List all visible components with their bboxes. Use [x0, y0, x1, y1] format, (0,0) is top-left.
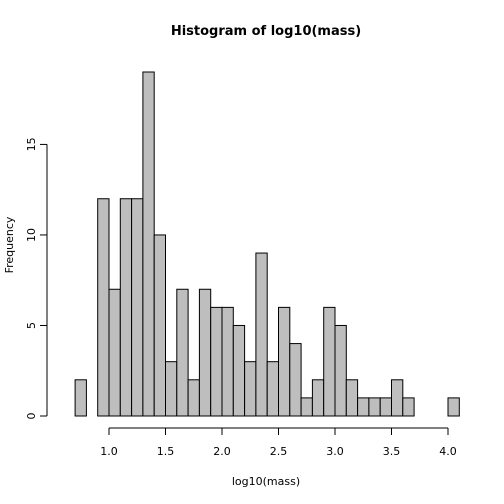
y-tick-label: 15	[25, 137, 38, 151]
histogram-bar	[266, 361, 280, 417]
x-axis-label: log10(mass)	[232, 475, 300, 488]
y-axis: 0 5 10 15	[25, 137, 48, 420]
histogram-bar	[198, 288, 212, 417]
histogram-bar	[165, 361, 178, 417]
y-tick-label: 0	[25, 413, 38, 420]
x-tick-label: 1.0	[100, 445, 118, 458]
histogram-bar	[379, 397, 393, 417]
histogram-bar	[232, 324, 246, 417]
histogram-bar	[97, 198, 110, 417]
histogram-bar	[447, 397, 460, 417]
x-tick-label: 3.0	[326, 445, 344, 458]
histogram-bar	[210, 306, 223, 417]
y-tick-label: 10	[25, 228, 38, 242]
bars-group	[74, 71, 460, 417]
histogram-bar	[119, 198, 133, 417]
histogram-bar	[345, 379, 359, 417]
histogram-bar	[357, 397, 370, 417]
histogram-bar	[153, 234, 166, 417]
histogram-bar	[334, 324, 347, 417]
histogram-bar	[176, 288, 189, 417]
histogram-bar	[289, 343, 302, 417]
histogram-bar	[74, 379, 87, 417]
chart-title: Histogram of log10(mass)	[171, 24, 361, 39]
y-axis-label: Frequency	[3, 216, 16, 273]
histogram-bar	[300, 397, 313, 417]
x-tick-label: 2.5	[270, 445, 288, 458]
histogram-bar	[108, 288, 121, 417]
histogram-bar	[244, 361, 257, 417]
histogram-bar	[142, 71, 155, 417]
histogram-bar	[323, 306, 336, 417]
y-tick-label: 5	[25, 322, 38, 329]
histogram-bar	[187, 379, 200, 417]
histogram-bar	[278, 306, 291, 417]
x-tick-label: 1.5	[157, 445, 175, 458]
histogram-bar	[368, 397, 381, 417]
x-axis: 1.0 1.5 2.0 2.5 3.0 3.5 4.0	[100, 427, 457, 458]
x-tick-label: 4.0	[439, 445, 457, 458]
histogram-bar	[221, 306, 234, 417]
histogram-bar	[255, 252, 268, 417]
histogram-bar	[131, 198, 144, 417]
histogram-bar	[311, 379, 325, 417]
x-tick-label: 3.5	[383, 445, 401, 458]
x-tick-label: 2.0	[213, 445, 231, 458]
histogram-bar	[402, 397, 415, 417]
histogram-bar	[391, 379, 404, 417]
